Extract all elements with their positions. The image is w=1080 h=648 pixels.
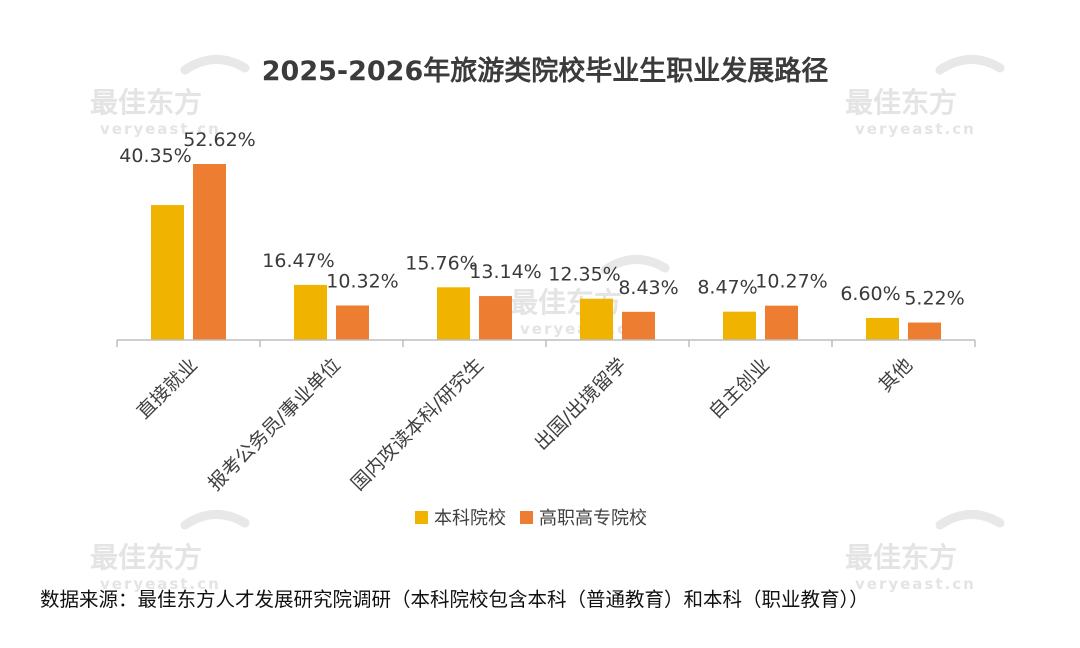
bar-undergrad <box>723 311 756 340</box>
data-label: 8.47% <box>697 277 757 299</box>
x-tick-label: 出国/出境留学 <box>530 354 631 455</box>
watermark-brand: 最佳东方 <box>90 541 202 574</box>
watermark-swoosh <box>180 510 250 530</box>
watermark-brand: 最佳东方 <box>845 541 957 574</box>
x-axis-ticks <box>116 340 976 347</box>
watermark-domain: veryeast.cn <box>100 120 221 138</box>
legend-item: 高职高专院校 <box>520 508 647 529</box>
bar-vocational <box>336 305 369 340</box>
data-label: 13.14% <box>469 261 541 283</box>
data-label: 15.76% <box>405 252 477 274</box>
x-axis-tick-labels: 直接就业 报考公务员/事业单位 国内攻读本科/研究生 出国/出境留学 自主创业 其他 <box>133 354 917 495</box>
source-note: 数据来源：最佳东方人才发展研究院调研（本科院校包含本科（普通教育）和本科（职业教… <box>40 588 869 611</box>
watermark-domain: veryeast.cn <box>855 575 976 593</box>
legend-swatch <box>520 511 533 524</box>
data-label: 10.32% <box>326 270 398 292</box>
bar-vocational <box>193 164 226 340</box>
watermark-brand: 最佳东方 <box>90 86 202 119</box>
legend-label: 高职高专院校 <box>539 508 647 529</box>
watermark-swoosh <box>935 510 1005 530</box>
data-label: 8.43% <box>618 277 678 299</box>
watermark-swoosh <box>600 255 670 275</box>
data-label: 5.22% <box>904 288 964 310</box>
data-labels: 40.35%52.62% 16.47%10.32% 15.76%13.14% 12.3… <box>119 129 964 310</box>
bar-vocational <box>622 311 655 340</box>
bar-undergrad <box>580 298 613 340</box>
data-label: 52.62% <box>183 129 255 151</box>
legend-label: 本科院校 <box>434 508 506 529</box>
bars <box>151 164 941 340</box>
x-tick-label: 其他 <box>875 354 917 396</box>
data-label: 16.47% <box>262 250 334 272</box>
data-label: 40.35% <box>119 145 191 167</box>
bar-vocational <box>479 296 512 340</box>
legend-item: 本科院校 <box>415 508 506 529</box>
data-label: 12.35% <box>548 264 620 286</box>
x-tick-label: 报考公务员/事业单位 <box>204 354 345 495</box>
bar-vocational <box>765 305 798 340</box>
bar-undergrad <box>437 287 470 340</box>
chart-title: 2025-2026年旅游类院校毕业生职业发展路径 <box>262 55 829 87</box>
x-tick-label: 直接就业 <box>133 354 202 423</box>
x-tick-label: 国内攻读本科/研究生 <box>347 354 488 495</box>
watermark-domain: veryeast.cn <box>855 120 976 138</box>
bar-undergrad <box>866 317 899 340</box>
bar-undergrad <box>294 284 327 340</box>
bar-vocational <box>908 322 941 340</box>
watermark-swoosh <box>180 55 250 75</box>
x-tick-label: 自主创业 <box>705 354 774 423</box>
legend: 本科院校 高职高专院校 <box>415 508 647 529</box>
bar-undergrad <box>151 205 184 340</box>
watermark-swoosh <box>935 55 1005 75</box>
data-label: 6.60% <box>840 283 900 305</box>
watermark-domain: veryeast.cn <box>100 575 221 593</box>
data-label: 10.27% <box>755 271 827 293</box>
watermark-layer: 最佳东方veryeast.cn最佳东方veryeast.cn最佳东方veryea… <box>90 55 1005 593</box>
legend-swatch <box>415 511 428 524</box>
watermark-brand: 最佳东方 <box>845 86 957 119</box>
